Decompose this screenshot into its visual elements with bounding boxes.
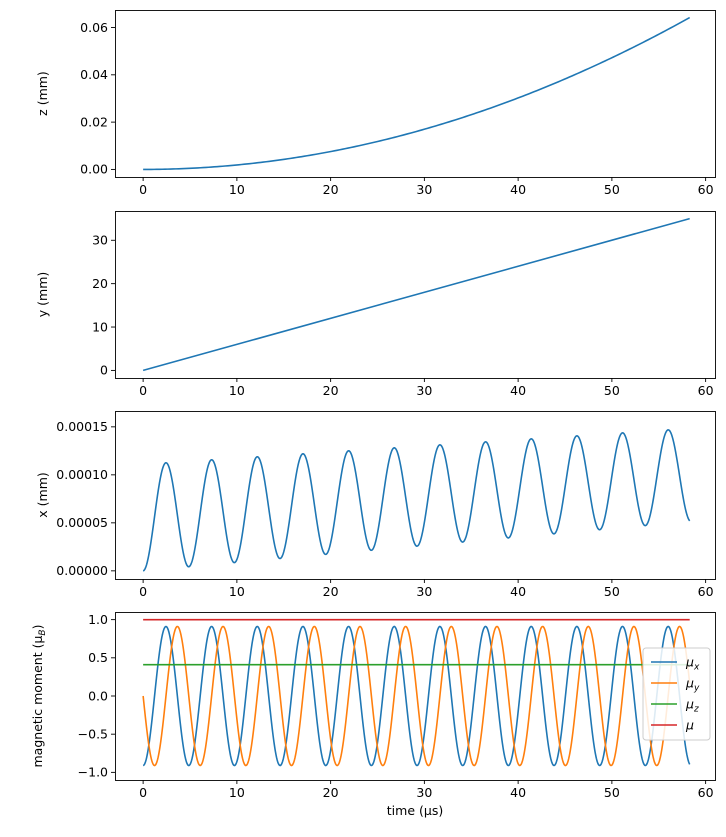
- x-axis-label: time (μs): [387, 803, 443, 818]
- x-tick-label: 20: [323, 182, 339, 197]
- y-tick-label: 1.0: [88, 612, 108, 627]
- y-axis-label-subscript: B: [38, 629, 48, 635]
- legend-label-subscript: y: [693, 684, 700, 694]
- axes-frame: [115, 10, 716, 178]
- series-line-x-4: [142, 625, 691, 767]
- x-tick-label: 0: [139, 383, 147, 398]
- y-tick-label: 0.5: [88, 650, 108, 665]
- legend-label-subscript: x: [693, 663, 700, 673]
- x-tick-label: 50: [604, 182, 620, 197]
- y-tick-label: −1.0: [78, 765, 108, 780]
- x-tick-label: 20: [323, 584, 339, 599]
- y-tick-label: 0.0: [88, 688, 108, 703]
- y-tick-label: 0: [100, 363, 108, 378]
- legend-label: μ: [685, 718, 694, 733]
- subplot-2: 0 10 20 30 40 50 60 0 10 20 30 y (mm): [35, 211, 716, 398]
- series-line-z-1: [143, 16, 691, 171]
- y-axis-label: x (mm): [35, 472, 50, 517]
- y-axis-label-close: ): [30, 625, 45, 630]
- y-tick-label: 0.06: [80, 20, 108, 35]
- x-tick-label: 40: [510, 383, 526, 398]
- x-tick-label: 20: [323, 383, 339, 398]
- x-tick-label: 10: [229, 584, 245, 599]
- x-tick-label: 0: [139, 584, 147, 599]
- y-tick-label: 30: [92, 233, 108, 248]
- y-tick-label: 0.04: [80, 67, 108, 82]
- x-tick-label: 60: [698, 383, 714, 398]
- subplot-4: 0 10 20 30 40 50 60 −1.0 −0.5 0.0 0.5 1.0 magnetic m…: [30, 612, 716, 818]
- y-axis-label: y (mm): [35, 272, 50, 317]
- x-tick-label: 30: [416, 383, 432, 398]
- x-tick-label: 50: [604, 383, 620, 398]
- axes-frame: [115, 211, 716, 379]
- y-tick-label: −0.5: [78, 726, 108, 741]
- y-tick-label: 0.00015: [56, 419, 108, 434]
- x-tick-label: 10: [229, 182, 245, 197]
- series-line-y-2: [142, 217, 690, 372]
- y-tick-label: 0.00: [80, 162, 108, 177]
- y-axis-label: z (mm): [35, 71, 50, 116]
- y-tick-label: 0.00005: [56, 515, 108, 530]
- y-tick-label: 0.00010: [56, 467, 108, 482]
- x-tick-label: 10: [229, 383, 245, 398]
- x-tick-label: 0: [139, 785, 147, 800]
- y-tick-label: 10: [92, 319, 108, 334]
- subplot-3: 0 10 20 30 40 50 60 0.00000 0.00005 0.00010 0.0001…: [35, 411, 716, 599]
- x-tick-label: 60: [698, 584, 714, 599]
- legend-label-subscript: z: [693, 705, 699, 715]
- y-tick-label: 20: [92, 276, 108, 291]
- axes-frame: [115, 612, 716, 781]
- x-tick-label: 40: [510, 785, 526, 800]
- x-tick-label: 30: [416, 785, 432, 800]
- x-tick-label: 50: [604, 584, 620, 599]
- series-line-y-4: [142, 625, 691, 767]
- x-tick-label: 30: [416, 584, 432, 599]
- x-tick-label: 50: [604, 785, 620, 800]
- axes-frame: [115, 411, 716, 580]
- x-tick-label: 20: [323, 785, 339, 800]
- subplot-1: 0 10 20 30 40 50 60 0.00 0.02 0.04 0.06 z (mm): [35, 10, 716, 197]
- x-tick-label: 10: [229, 785, 245, 800]
- x-tick-label: 0: [139, 182, 147, 197]
- legend-box: [642, 647, 711, 741]
- x-tick-label: 60: [698, 785, 714, 800]
- x-tick-label: 60: [698, 182, 714, 197]
- y-tick-label: 0.02: [80, 114, 108, 129]
- x-tick-label: 40: [510, 584, 526, 599]
- x-tick-label: 40: [510, 182, 526, 197]
- x-tick-label: 30: [416, 182, 432, 197]
- y-axis-label: magnetic moment (μB): [30, 625, 48, 768]
- series-line-x-3: [142, 429, 691, 572]
- y-tick-label: 0.00000: [56, 563, 108, 578]
